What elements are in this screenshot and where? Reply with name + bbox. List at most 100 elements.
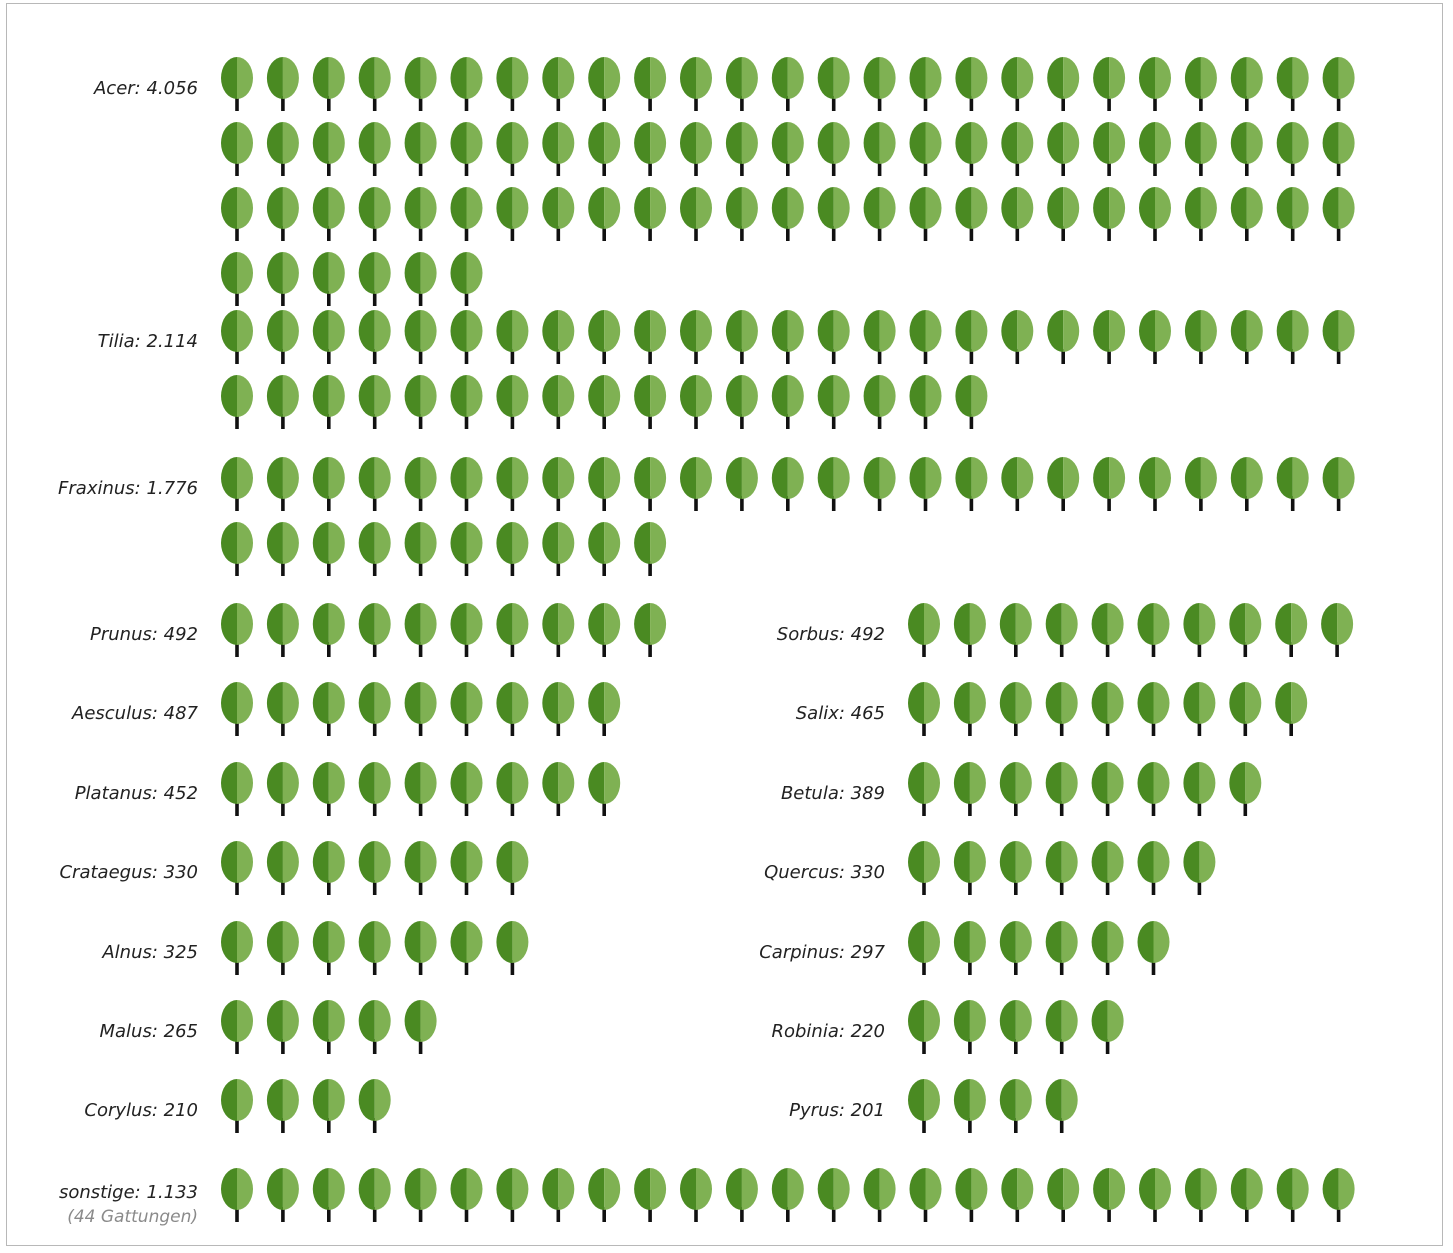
group-label: Acer: 4.056 bbox=[93, 78, 198, 99]
tree-crown-dark bbox=[312, 1168, 329, 1210]
tree-crown-light bbox=[1107, 921, 1124, 963]
tree-icon bbox=[999, 762, 1032, 816]
tree-trunk bbox=[648, 96, 652, 111]
tree-trunk bbox=[464, 721, 469, 736]
tree-crown-dark bbox=[450, 57, 467, 99]
tree-trunk bbox=[510, 496, 515, 511]
tree-crown-light bbox=[741, 187, 758, 229]
tree-crown-dark bbox=[909, 375, 926, 417]
tree-trunk bbox=[602, 496, 606, 511]
tree-icon bbox=[999, 1000, 1032, 1054]
tree-crown-dark bbox=[266, 187, 283, 229]
tree-crown-light bbox=[650, 1168, 667, 1210]
tree-crown-light bbox=[787, 1168, 804, 1210]
tree-trunk bbox=[1243, 721, 1248, 736]
tree-crown-light bbox=[328, 522, 345, 564]
tree-trunk bbox=[556, 1207, 561, 1222]
tree-crown-light bbox=[282, 252, 299, 294]
tree-crown-dark bbox=[542, 1168, 559, 1210]
tree-crown-dark bbox=[312, 122, 329, 164]
tree-icon bbox=[496, 457, 529, 511]
tree-crown-light bbox=[969, 1000, 986, 1042]
tree-icon bbox=[634, 522, 667, 576]
tree-trunk bbox=[1105, 960, 1110, 975]
tree-icon bbox=[1230, 57, 1263, 111]
tree-crown-dark bbox=[496, 57, 513, 99]
tree-trunk bbox=[602, 801, 606, 816]
tree-crown-light bbox=[374, 375, 391, 417]
tree-trunk bbox=[968, 1118, 972, 1133]
group-label: Pyrus: 201 bbox=[789, 1100, 885, 1121]
tree-crown-light bbox=[237, 57, 253, 99]
tree-icon bbox=[1276, 457, 1309, 511]
group-prunus: Prunus: 492 bbox=[90, 603, 667, 657]
tree-crown-dark bbox=[953, 921, 970, 963]
tree-trunk bbox=[1014, 721, 1018, 736]
tree-crown-dark bbox=[1001, 187, 1018, 229]
tree-crown-light bbox=[1061, 603, 1078, 645]
tree-crown-light bbox=[237, 762, 253, 804]
tree-crown-light bbox=[328, 187, 345, 229]
tree-trunk bbox=[235, 561, 239, 576]
tree-trunk bbox=[1151, 880, 1156, 895]
tree-crown-dark bbox=[863, 375, 880, 417]
tree-icon bbox=[1093, 1168, 1126, 1222]
tree-crown-light bbox=[1246, 1168, 1263, 1210]
tree-icon bbox=[1001, 57, 1034, 111]
tree-trunk bbox=[831, 161, 836, 176]
tree-crown-light bbox=[282, 375, 299, 417]
tree-trunk bbox=[235, 960, 239, 975]
tree-crown-dark bbox=[404, 921, 421, 963]
tree-crown-light bbox=[466, 682, 483, 724]
tree-trunk bbox=[1014, 1118, 1018, 1133]
tree-crown-light bbox=[420, 762, 437, 804]
tree-trunk bbox=[418, 960, 423, 975]
tree-trunk bbox=[418, 291, 423, 306]
tree-icon bbox=[1230, 457, 1263, 511]
tree-crown-dark bbox=[221, 1000, 237, 1042]
tree-trunk bbox=[1151, 801, 1156, 816]
tree-crown-dark bbox=[404, 187, 421, 229]
tree-trunk bbox=[1153, 496, 1157, 511]
tree-crown-dark bbox=[1322, 122, 1339, 164]
tree-crown-light bbox=[374, 1000, 391, 1042]
tree-trunk bbox=[464, 226, 469, 241]
tree-icon bbox=[817, 375, 850, 429]
tree-crown-dark bbox=[771, 1168, 788, 1210]
tree-crown-light bbox=[787, 457, 804, 499]
tree-icon bbox=[1001, 457, 1034, 511]
tree-icon bbox=[450, 122, 483, 176]
tree-icon bbox=[1139, 310, 1171, 364]
tree-crown-dark bbox=[358, 1168, 375, 1210]
tree-crown-light bbox=[1063, 122, 1080, 164]
tree-crown-light bbox=[925, 122, 942, 164]
tree-crown-light bbox=[604, 762, 621, 804]
tree-crown-dark bbox=[1321, 603, 1338, 645]
tree-crown-light bbox=[1017, 187, 1034, 229]
tree-crown-dark bbox=[1184, 57, 1201, 99]
tree-crown-dark bbox=[1230, 310, 1247, 352]
tree-crown-dark bbox=[1276, 122, 1293, 164]
tree-crown-light bbox=[558, 187, 575, 229]
tree-trunk bbox=[418, 880, 423, 895]
tree-crown-dark bbox=[221, 921, 237, 963]
tree-trunk bbox=[510, 561, 515, 576]
tree-icon bbox=[725, 1168, 758, 1222]
tree-trunk bbox=[922, 880, 926, 895]
tree-icon bbox=[358, 841, 391, 895]
tree-crown-light bbox=[1107, 682, 1124, 724]
tree-icon bbox=[955, 1168, 988, 1222]
tree-crown-light bbox=[833, 457, 850, 499]
tree-crown-light bbox=[1155, 187, 1171, 229]
tree-trunk bbox=[464, 1207, 469, 1222]
tree-crown-light bbox=[282, 122, 299, 164]
tree-crown-dark bbox=[1001, 457, 1018, 499]
tree-crown-light bbox=[1246, 310, 1263, 352]
tree-crown-dark bbox=[221, 682, 237, 724]
tree-icon bbox=[725, 375, 758, 429]
tree-icon bbox=[450, 522, 483, 576]
tree-trunk bbox=[1336, 161, 1341, 176]
tree-icon bbox=[542, 122, 575, 176]
tree-crown-dark bbox=[221, 122, 237, 164]
tree-crown-light bbox=[1017, 457, 1034, 499]
